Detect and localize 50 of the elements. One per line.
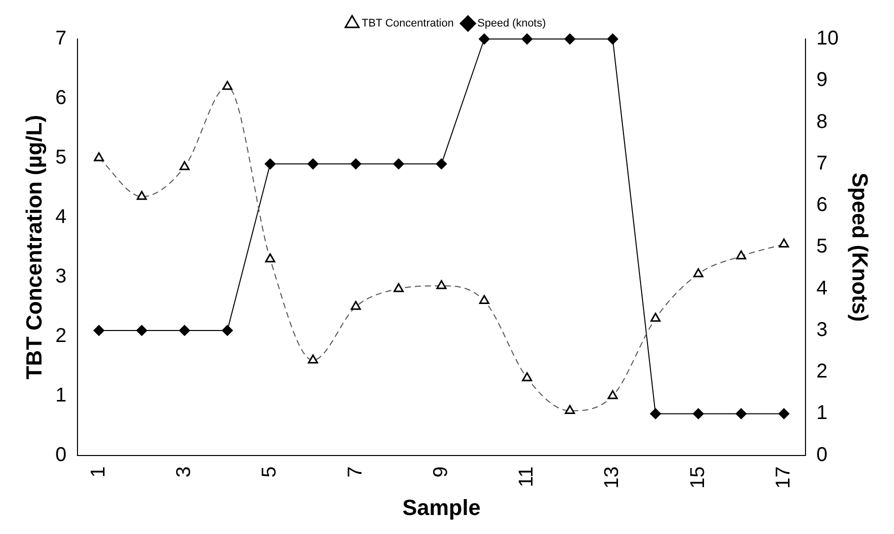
y2-tick-label: 7 xyxy=(816,152,828,174)
x-tick-label: 15 xyxy=(686,466,709,489)
x-tick-label: 7 xyxy=(344,466,366,478)
y2-tick-label: 8 xyxy=(816,110,828,133)
y2-tick-label: 2 xyxy=(816,360,828,383)
y2-tick-label: 6 xyxy=(816,194,828,216)
x-tick-label: 5 xyxy=(258,466,281,478)
point xyxy=(350,158,362,170)
point xyxy=(179,324,190,336)
y2-tick-label: 5 xyxy=(816,236,828,258)
point xyxy=(308,158,318,170)
y-tick-label: 1 xyxy=(55,384,67,406)
y-tick-label: 6 xyxy=(55,86,67,109)
legend-label: TBT Concentration xyxy=(362,18,454,30)
legend-label: Speed (knots) xyxy=(477,18,546,30)
x-tick-label: 3 xyxy=(173,466,196,478)
point xyxy=(136,324,148,336)
x-tick-label: 17 xyxy=(772,466,794,489)
y-tick-label: 7 xyxy=(55,28,67,50)
y2-tick-label: 9 xyxy=(816,69,828,92)
point xyxy=(650,408,662,420)
point xyxy=(93,324,104,336)
point xyxy=(564,34,576,44)
y-tick-label: 3 xyxy=(55,265,67,288)
point xyxy=(692,408,704,420)
y-tick-label: 0 xyxy=(55,444,67,466)
point xyxy=(436,158,447,170)
point xyxy=(522,34,533,44)
y-tick-label: 5 xyxy=(55,146,67,168)
y-tick-label: 2 xyxy=(55,324,67,347)
x-tick-label: 9 xyxy=(430,466,452,478)
point xyxy=(778,408,790,420)
y2-tick-label: 1 xyxy=(816,402,828,424)
point xyxy=(393,158,404,170)
y-axis-title: TBT Concentration (µg/L) xyxy=(21,114,46,380)
y2-axis-title: Speed (Knots) xyxy=(848,172,873,322)
y2-tick-label: 0 xyxy=(816,444,828,466)
y2-tick-label: 4 xyxy=(816,277,828,300)
point xyxy=(607,34,618,44)
x-tick-label: 13 xyxy=(601,466,624,489)
point xyxy=(736,408,747,420)
x-axis-title: Sample xyxy=(402,494,481,520)
y-tick-label: 4 xyxy=(55,206,67,228)
point xyxy=(222,324,233,336)
point xyxy=(264,158,276,170)
y2-tick-label: 3 xyxy=(816,318,828,341)
y2-tick-label: 10 xyxy=(816,28,839,50)
x-tick-label: 11 xyxy=(516,466,538,488)
point xyxy=(478,34,490,44)
x-tick-label: 1 xyxy=(87,466,110,478)
